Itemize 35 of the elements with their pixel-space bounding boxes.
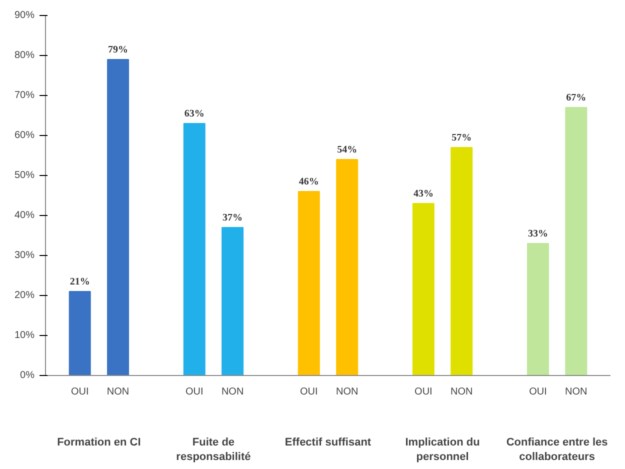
- y-tick-label: 0%: [20, 370, 35, 381]
- data-label: 79%: [108, 44, 128, 56]
- text: Implication du personnel: [405, 436, 480, 463]
- x-tick-label: NON: [565, 386, 588, 398]
- x-tick-label: OUI: [300, 386, 318, 398]
- y-tick-label: 50%: [14, 170, 35, 181]
- x-tick-label: OUI: [529, 386, 547, 398]
- y-tick-label: 70%: [14, 90, 35, 101]
- y-tick-label: 90%: [14, 10, 35, 21]
- y-tick-label: 20%: [14, 290, 35, 301]
- x-tick-label: OUI: [70, 386, 89, 398]
- x-tick-label: NON: [221, 386, 244, 398]
- text: Fuite de responsabilité: [176, 436, 251, 463]
- y-tick-label: 60%: [14, 130, 35, 141]
- data-label: 54%: [337, 144, 358, 156]
- x-tick-label: OUI: [185, 386, 204, 398]
- text: Effectif suffisant: [284, 436, 372, 448]
- x-tick-label: NON: [336, 386, 358, 398]
- text: Formation en CI: [57, 436, 141, 448]
- y-tick-label: 10%: [14, 330, 35, 341]
- y-tick-label: 40%: [14, 210, 35, 221]
- x-tick-label: NON: [106, 386, 130, 398]
- data-label: 46%: [298, 176, 319, 188]
- text: Confiance entre les collaborateurs: [506, 436, 608, 463]
- data-label: 21%: [70, 276, 90, 288]
- data-label: 33%: [528, 228, 548, 240]
- y-tick-label: 80%: [14, 50, 35, 61]
- data-label: 57%: [452, 132, 472, 144]
- data-label: 37%: [222, 212, 243, 224]
- data-label: 67%: [566, 92, 586, 104]
- x-tick-label: NON: [450, 386, 473, 398]
- data-label: 43%: [413, 188, 434, 200]
- y-tick-label: 30%: [14, 250, 35, 261]
- x-tick-label: OUI: [414, 386, 432, 398]
- data-label: 63%: [184, 108, 204, 120]
